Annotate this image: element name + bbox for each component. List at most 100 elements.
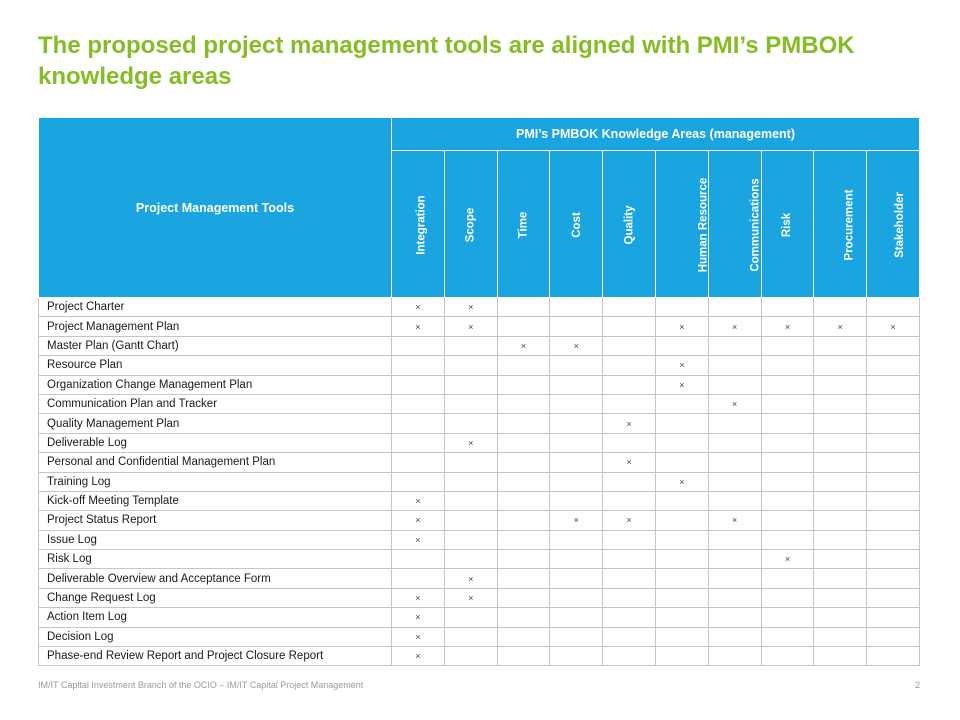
tool-name: Project Management Plan — [38, 316, 392, 337]
mark-cell-empty — [866, 510, 920, 531]
mark-cell-empty — [707, 626, 762, 648]
area-header-cost: Cost — [549, 150, 604, 298]
mark-cell-empty — [443, 490, 498, 512]
mark-cell-empty — [549, 316, 604, 337]
table-row: Issue Log × — [38, 529, 920, 551]
mark-cell-empty — [654, 452, 709, 473]
mark-cell-empty — [760, 296, 815, 318]
mark-cell-empty — [760, 432, 815, 454]
mark-cell-empty — [443, 607, 498, 628]
mark-cell-empty — [654, 607, 709, 628]
mark-cell-empty — [760, 355, 815, 376]
mark-cell-empty — [866, 355, 920, 376]
mark-cell-empty — [707, 335, 762, 357]
table-row: Resource Plan × — [38, 355, 920, 376]
mark-cell-empty — [391, 374, 445, 395]
mark-cell-empty — [760, 413, 815, 434]
mark-cell-empty — [549, 413, 604, 434]
mark-cell-empty — [496, 490, 551, 512]
slide-title: The proposed project management tools ar… — [38, 32, 855, 90]
knowledge-area-table: Project Management Tools PMI’s PMBOK Kno… — [38, 116, 920, 667]
mark-cell-empty — [866, 393, 920, 415]
mark-cell-checked: × — [602, 413, 656, 434]
mark-cell-empty — [707, 355, 762, 376]
mark-cell-empty — [496, 626, 551, 648]
mark-cell-empty — [760, 626, 815, 648]
mark-cell-empty — [760, 529, 815, 551]
mark-cell-empty — [496, 432, 551, 454]
table-row: Decision Log × — [38, 626, 920, 648]
area-header-row: Integration Scope Time Cost Quality Human Res… — [39, 150, 920, 298]
mark-cell-checked: × — [813, 316, 868, 337]
mark-cell-empty — [443, 335, 498, 357]
mark-cell-empty — [654, 393, 709, 415]
tool-name: Personal and Confidential Management Pla… — [38, 452, 392, 473]
mark-cell-empty — [866, 568, 920, 589]
mark-cell-checked: × — [602, 452, 656, 473]
mark-cell-empty — [496, 549, 551, 570]
table-row: Deliverable Log × — [38, 432, 920, 454]
mark-cell-empty — [654, 432, 709, 454]
mark-cell-checked: × — [443, 296, 498, 318]
mark-cell-empty — [602, 296, 656, 318]
mark-cell-empty — [813, 490, 868, 512]
area-header-time: Time — [496, 150, 551, 298]
table-row: Change Request Log × × — [38, 587, 920, 609]
mark-cell-checked: × — [549, 510, 604, 531]
tool-name: Resource Plan — [38, 355, 392, 376]
mark-cell-empty — [602, 568, 656, 589]
mark-cell-empty — [813, 335, 868, 357]
mark-cell-empty — [813, 355, 868, 376]
area-header-label: Scope — [464, 207, 477, 243]
mark-cell-empty — [602, 471, 656, 492]
mark-cell-empty — [496, 471, 551, 492]
tools-column-header: Project Management Tools — [38, 117, 392, 298]
mark-cell-empty — [496, 355, 551, 376]
mark-cell-empty — [866, 335, 920, 357]
mark-cell-checked: × — [391, 510, 445, 531]
tool-name: Training Log — [38, 471, 392, 492]
mark-cell-checked: × — [549, 335, 604, 357]
tool-name: Issue Log — [38, 529, 392, 551]
mark-cell-checked: × — [443, 568, 498, 589]
mark-cell-empty — [549, 296, 604, 318]
mark-cell-empty — [707, 568, 762, 589]
mark-cell-checked: × — [496, 335, 551, 357]
table-row: Quality Management Plan × — [38, 413, 920, 434]
mark-cell-empty — [813, 413, 868, 434]
mark-cell-empty — [760, 587, 815, 609]
mark-cell-empty — [549, 646, 604, 667]
mark-cell-empty — [654, 529, 709, 551]
mark-cell-empty — [443, 549, 498, 570]
mark-cell-empty — [813, 510, 868, 531]
table-row: Organization Change Management Plan × — [38, 374, 920, 395]
mark-cell-empty — [391, 549, 445, 570]
mark-cell-empty — [496, 529, 551, 551]
mark-cell-empty — [496, 374, 551, 395]
table-row: Phase-end Review Report and Project Clos… — [38, 646, 920, 667]
tool-name: Kick-off Meeting Template — [38, 490, 392, 512]
mark-cell-empty — [707, 587, 762, 609]
mark-cell-empty — [813, 296, 868, 318]
tool-name: Master Plan (Gantt Chart) — [38, 335, 392, 357]
tool-name: Phase-end Review Report and Project Clos… — [38, 646, 392, 667]
mark-cell-empty — [866, 452, 920, 473]
mark-cell-empty — [654, 549, 709, 570]
mark-cell-empty — [813, 646, 868, 667]
mark-cell-empty — [602, 490, 656, 512]
mark-cell-empty — [496, 646, 551, 667]
mark-cell-empty — [813, 393, 868, 415]
tool-name: Project Charter — [38, 296, 392, 318]
mark-cell-empty — [391, 413, 445, 434]
mark-cell-empty — [866, 490, 920, 512]
mark-cell-empty — [813, 452, 868, 473]
mark-cell-empty — [866, 296, 920, 318]
mark-cell-empty — [866, 626, 920, 648]
mark-cell-empty — [496, 452, 551, 473]
mark-cell-empty — [654, 626, 709, 648]
mark-cell-empty — [654, 568, 709, 589]
mark-cell-empty — [496, 587, 551, 609]
mark-cell-empty — [443, 626, 498, 648]
mark-cell-empty — [549, 452, 604, 473]
mark-cell-empty — [760, 510, 815, 531]
